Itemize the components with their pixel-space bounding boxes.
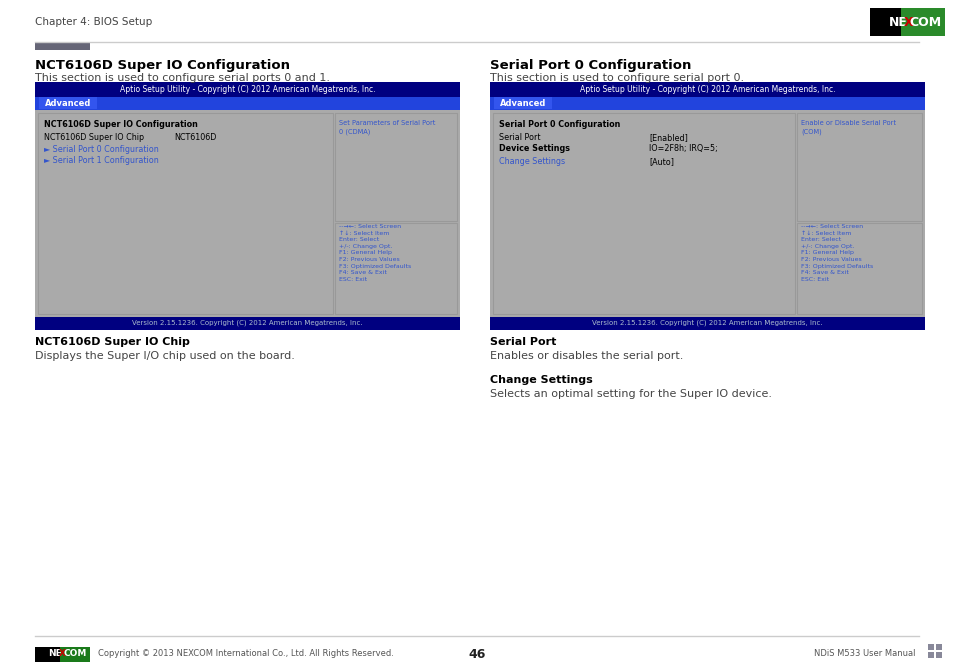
Text: COM: COM — [64, 650, 87, 659]
Text: NE: NE — [887, 15, 906, 28]
Text: Chapter 4: BIOS Setup: Chapter 4: BIOS Setup — [35, 17, 152, 27]
Bar — [39, 97, 97, 109]
Text: Set Parameters of Serial Port
0 (CDMA): Set Parameters of Serial Port 0 (CDMA) — [339, 120, 436, 135]
Text: X: X — [59, 650, 66, 659]
Text: ► Serial Port 1 Configuration: ► Serial Port 1 Configuration — [44, 156, 158, 165]
Text: Enable or Disable Serial Port
(COM): Enable or Disable Serial Port (COM) — [801, 120, 896, 135]
Text: Copyright © 2013 NEXCOM International Co., Ltd. All Rights Reserved.: Copyright © 2013 NEXCOM International Co… — [98, 650, 394, 659]
Bar — [935, 652, 941, 658]
Text: COM: COM — [908, 15, 941, 28]
Text: Serial Port 0 Configuration: Serial Port 0 Configuration — [490, 59, 691, 72]
Bar — [869, 8, 901, 36]
Text: NDiS M533 User Manual: NDiS M533 User Manual — [814, 650, 915, 659]
Bar — [38, 113, 333, 314]
Bar — [335, 223, 456, 314]
Text: NCT6106D Super IO Configuration: NCT6106D Super IO Configuration — [44, 120, 197, 129]
Text: This section is used to configure serial port 0.: This section is used to configure serial… — [490, 73, 743, 83]
Bar — [60, 646, 90, 661]
Bar — [490, 82, 924, 97]
Bar — [797, 113, 921, 220]
Text: Advanced: Advanced — [499, 99, 546, 108]
Text: NCT6106D Super IO Chip: NCT6106D Super IO Chip — [44, 133, 144, 142]
Text: IO=2F8h; IRQ=5;: IO=2F8h; IRQ=5; — [648, 144, 717, 153]
Text: --→←: Select Screen
↑↓: Select Item
Enter: Select
+/-: Change Opt.
F1: General H: --→←: Select Screen ↑↓: Select Item Ente… — [801, 224, 873, 282]
Text: Serial Port: Serial Port — [498, 133, 540, 142]
Text: [Enabled]: [Enabled] — [648, 133, 687, 142]
Bar — [35, 82, 459, 97]
Text: NCT6106D: NCT6106D — [173, 133, 216, 142]
Text: Serial Port 0 Configuration: Serial Port 0 Configuration — [498, 120, 619, 129]
Bar — [493, 113, 795, 314]
Text: [Auto]: [Auto] — [648, 157, 673, 166]
Text: 46: 46 — [468, 648, 485, 661]
Bar — [35, 646, 90, 661]
Bar — [35, 317, 459, 330]
Text: Version 2.15.1236. Copyright (C) 2012 American Megatrends, Inc.: Version 2.15.1236. Copyright (C) 2012 Am… — [592, 320, 821, 326]
Text: Enables or disables the serial port.: Enables or disables the serial port. — [490, 351, 682, 361]
Bar — [490, 97, 924, 110]
Bar — [869, 8, 944, 36]
Text: Version 2.15.1236. Copyright (C) 2012 American Megatrends, Inc.: Version 2.15.1236. Copyright (C) 2012 Am… — [132, 320, 362, 326]
Text: Serial Port: Serial Port — [490, 337, 556, 347]
Bar — [927, 644, 933, 650]
Text: This section is used to configure serial ports 0 and 1.: This section is used to configure serial… — [35, 73, 330, 83]
Bar — [797, 223, 921, 314]
Bar — [901, 8, 944, 36]
Text: NCT6106D Super IO Configuration: NCT6106D Super IO Configuration — [35, 59, 290, 72]
Text: X: X — [902, 15, 912, 28]
Bar — [490, 317, 924, 330]
Bar — [490, 110, 924, 317]
Text: NE: NE — [48, 650, 61, 659]
Text: Advanced: Advanced — [45, 99, 91, 108]
Text: Change Settings: Change Settings — [490, 375, 592, 385]
Text: Change Settings: Change Settings — [498, 157, 564, 166]
Text: Aptio Setup Utility - Copyright (C) 2012 American Megatrends, Inc.: Aptio Setup Utility - Copyright (C) 2012… — [120, 85, 375, 94]
Text: Selects an optimal setting for the Super IO device.: Selects an optimal setting for the Super… — [490, 389, 771, 399]
Bar — [35, 110, 459, 317]
Bar — [494, 97, 552, 109]
Bar — [35, 43, 90, 50]
Text: NCT6106D Super IO Chip: NCT6106D Super IO Chip — [35, 337, 190, 347]
Text: --→←: Select Screen
↑↓: Select Item
Enter: Select
+/-: Change Opt.
F1: General H: --→←: Select Screen ↑↓: Select Item Ente… — [339, 224, 411, 282]
Bar — [927, 652, 933, 658]
Text: Device Settings: Device Settings — [498, 144, 569, 153]
Text: ► Serial Port 0 Configuration: ► Serial Port 0 Configuration — [44, 145, 158, 154]
Bar — [35, 97, 459, 110]
Text: Aptio Setup Utility - Copyright (C) 2012 American Megatrends, Inc.: Aptio Setup Utility - Copyright (C) 2012… — [579, 85, 835, 94]
Bar — [935, 644, 941, 650]
Bar — [335, 113, 456, 220]
Text: Displays the Super I/O chip used on the board.: Displays the Super I/O chip used on the … — [35, 351, 294, 361]
